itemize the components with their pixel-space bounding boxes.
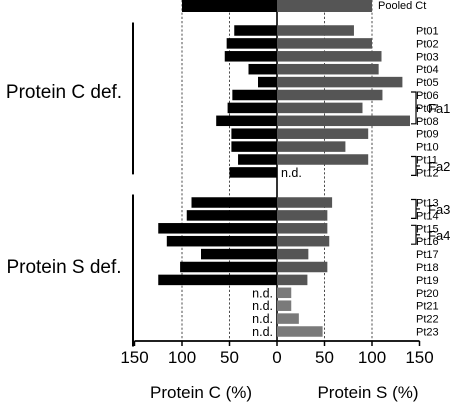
bar-protein-s-pt06 [277,89,383,101]
pooled-ct-label: Pooled Ct [378,0,426,12]
bar-protein-s-pt18 [277,261,328,273]
patient-label-pt06: Pt06 [416,90,439,102]
patient-label-pt10: Pt10 [416,142,439,154]
nd-label-protein-c: n.d. [252,299,273,313]
patient-label-pt21: Pt21 [416,301,439,313]
x-tick-label: 100 [168,348,196,367]
bar-protein-c-pt01 [234,25,277,36]
bar-protein-c-pt16 [166,235,277,247]
x-tick-label: 100 [358,348,386,367]
patient-label-pt14: Pt14 [416,210,439,222]
bar-protein-s-pt16 [277,235,330,247]
bar-protein-c-pt09 [231,128,277,139]
bar-protein-c-pt12 [229,167,277,178]
bar-protein-s-pt11 [277,154,369,165]
labels: Pooled CtPt01Pt02Pt03Pt04Pt05Pt06Pt07Pt0… [6,0,450,347]
patient-label-pt23: Pt23 [416,327,439,339]
bar-protein-c-pt07 [227,102,277,114]
bar-protein-c-pt08 [216,115,277,127]
family-label-fa3: Fa3 [428,202,450,217]
bar-protein-s-pt10 [277,141,346,152]
patient-label-pt03: Pt03 [416,51,439,63]
group-label-protein-s: Protein S def. [6,257,121,278]
group-label-protein-c: Protein C def. [6,82,122,103]
family-label-fa4: Fa4 [428,228,450,243]
bar-protein-c-pt05 [258,76,277,88]
bar-protein-s-pt15 [277,223,328,234]
bar-protein-s-pt22 [277,313,299,324]
bar-protein-s-pt14 [277,210,328,221]
bar-protein-s-pt23 [277,326,323,337]
bar-protein-s-pt08 [277,115,410,127]
patient-label-pt04: Pt04 [416,64,439,76]
x-tick-label: 50 [220,348,239,367]
bar-protein-c-pt11 [238,154,277,165]
patient-label-pt22: Pt22 [416,314,439,326]
patient-label-pt08: Pt08 [416,116,439,128]
bar-protein-s-pt05 [277,76,403,88]
pooled-ct-protein-c-bar [182,0,277,12]
patient-label-pt15: Pt15 [416,223,439,235]
patient-label-pt20: Pt20 [416,288,439,300]
bar-protein-s-pt04 [277,63,379,75]
bar-protein-s-pt03 [277,51,382,62]
x-tick-label: 50 [315,348,334,367]
bar-protein-s-pt02 [277,38,372,49]
bar-protein-s-pt20 [277,287,292,299]
bar-protein-s-pt01 [277,25,354,36]
patient-label-pt16: Pt16 [416,236,439,248]
bar-protein-s-pt13 [277,197,333,208]
bar-protein-c-pt10 [231,141,277,152]
bar-protein-s-pt19 [277,274,308,286]
bar-protein-s-pt17 [277,248,309,260]
bar-protein-s-pt21 [277,300,292,311]
nd-label-protein-c: n.d. [252,325,273,339]
patient-label-pt17: Pt17 [416,249,439,261]
bars [158,0,410,337]
bar-protein-c-pt14 [186,210,277,221]
bar-protein-c-pt04 [248,63,277,75]
nd-label-protein-c: n.d. [252,286,273,300]
bar-protein-s-pt07 [277,102,363,114]
x-tick-label: 150 [120,348,148,367]
bar-protein-c-pt15 [158,223,277,234]
family-label-fa1: Fa1 [428,101,450,116]
pooled-ct-protein-s-bar [277,0,372,12]
patient-label-pt18: Pt18 [416,262,439,274]
patient-label-pt13: Pt13 [416,198,439,210]
bar-protein-c-pt03 [224,51,277,62]
patient-label-pt09: Pt09 [416,129,439,141]
nd-label-protein-s: n.d. [281,166,302,180]
x-tick-label: 150 [405,348,433,367]
patient-label-pt02: Pt02 [416,38,439,50]
patient-label-pt19: Pt19 [416,275,439,287]
bar-protein-s-pt09 [277,128,369,139]
bar-protein-c-pt19 [158,274,277,286]
x-axis-label-protein-s: Protein S (%) [317,383,418,402]
nd-label-protein-c: n.d. [252,312,273,326]
patient-label-pt07: Pt07 [416,103,439,115]
bar-protein-c-pt06 [232,89,277,101]
family-label-fa2: Fa2 [428,159,450,174]
patient-label-pt01: Pt01 [416,26,439,38]
x-tick-label: 0 [272,348,281,367]
bar-protein-c-pt13 [191,197,277,208]
patient-label-pt11: Pt11 [416,155,438,167]
x-axis-label-protein-c: Protein C (%) [150,383,252,402]
bar-protein-c-pt02 [226,38,277,49]
patient-label-pt12: Pt12 [416,167,439,179]
bar-protein-c-pt17 [201,248,277,260]
patient-label-pt05: Pt05 [416,77,439,89]
bar-protein-c-pt18 [180,261,277,273]
